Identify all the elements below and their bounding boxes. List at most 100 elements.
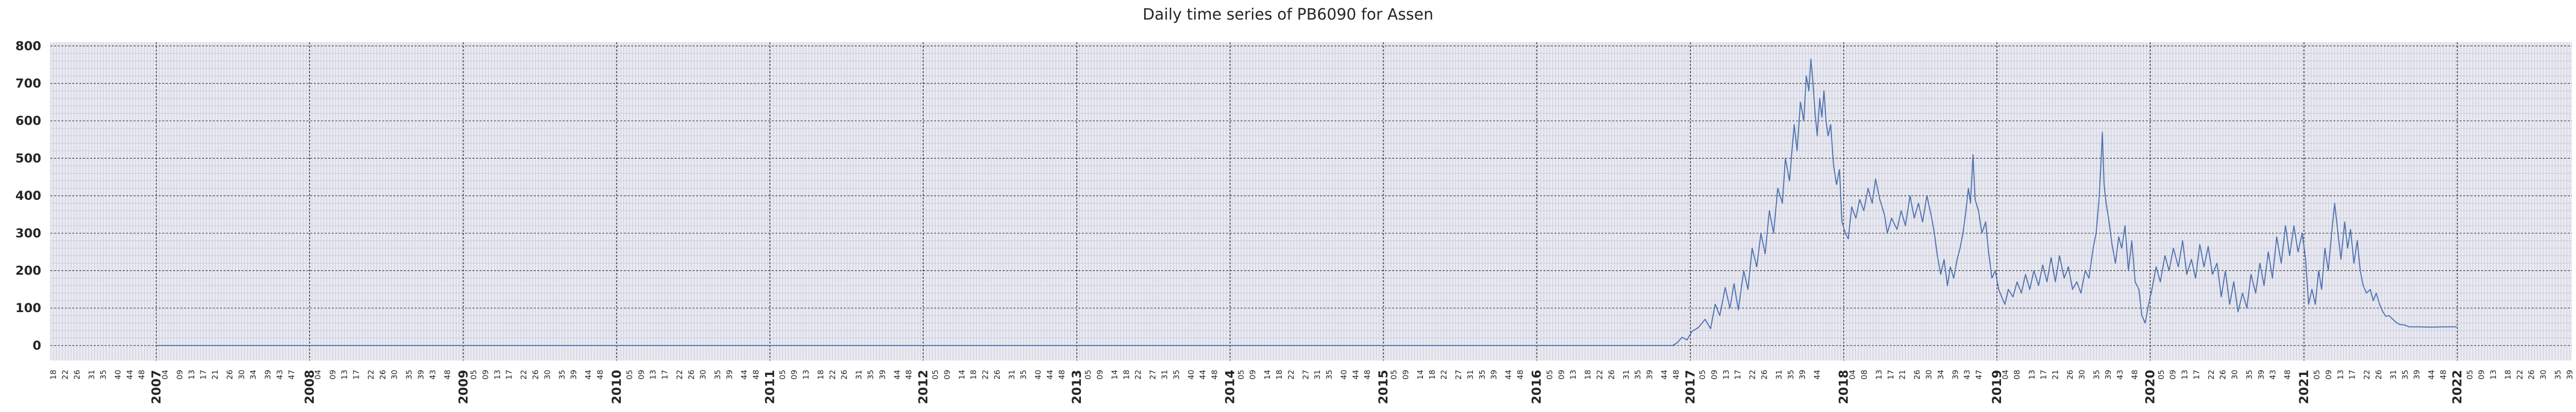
week-tick-label: 40	[1187, 370, 1196, 380]
week-tick-label: 05	[1545, 370, 1554, 380]
week-tick-label: 22	[1286, 370, 1296, 380]
week-tick-label: 05	[1698, 370, 1707, 380]
week-tick-label: 44	[1504, 370, 1513, 380]
week-tick-label: 44	[1351, 370, 1360, 380]
week-tick-label: 31	[1621, 370, 1631, 380]
week-tick-label: 43	[2115, 370, 2125, 380]
week-tick-label: 13	[649, 370, 658, 380]
y-tick-label: 600	[15, 114, 41, 128]
minor-grid	[50, 42, 2572, 360]
week-tick-label: 04	[1848, 370, 1857, 380]
week-tick-label: 44	[892, 370, 902, 380]
week-tick-label: 26	[2065, 370, 2075, 380]
week-tick-label: 48	[1210, 370, 1219, 380]
week-tick-label: 35	[1633, 370, 1642, 380]
week-tick-label: 18	[1275, 370, 1284, 380]
week-tick-label: 09	[1401, 370, 1410, 380]
week-tick-label: 13	[493, 370, 502, 380]
week-tick-label: 31	[2389, 370, 2398, 380]
week-tick-label: 22	[1439, 370, 1449, 380]
year-tick-label: 2015	[1376, 370, 1391, 404]
week-tick-label: 05	[2157, 370, 2166, 380]
week-tick-label: 44	[2427, 370, 2436, 380]
y-tick-label: 400	[15, 188, 41, 203]
week-tick-label: 31	[87, 370, 96, 380]
y-tick-label: 100	[15, 301, 41, 315]
week-tick-label: 48	[2283, 370, 2292, 380]
week-tick-label: 22	[366, 370, 376, 380]
year-tick-label: 2014	[1223, 370, 1238, 404]
week-tick-label: 05	[1083, 370, 1093, 380]
y-axis: 0 100 200 300 400 500 600 700 800	[15, 39, 41, 353]
week-tick-label: 26	[225, 370, 234, 380]
year-tick-label: 2007	[149, 370, 163, 404]
week-tick-label: 17	[1886, 370, 1895, 380]
series-layer	[156, 58, 2457, 346]
year-tick-label: 2021	[2297, 370, 2311, 404]
week-tick-label: 04	[313, 370, 323, 380]
week-tick-label: 26	[687, 370, 696, 380]
week-tick-label: 22	[61, 370, 70, 380]
week-tick-label: 27	[1301, 370, 1310, 380]
week-tick-label: 09	[175, 370, 184, 380]
week-tick-label: 35	[404, 370, 414, 380]
week-tick-label: 40	[1033, 370, 1043, 380]
week-tick-label: 22	[828, 370, 837, 380]
week-tick-label: 39	[1951, 370, 1960, 380]
week-tick-label: 13	[2027, 370, 2037, 380]
week-tick-label: 40	[1340, 370, 1349, 380]
week-tick-label: 39	[2565, 370, 2574, 380]
week-tick-label: 39	[725, 370, 734, 380]
week-tick-label: 18	[969, 370, 978, 380]
week-tick-label: 09	[1248, 370, 1258, 380]
week-tick-label: 09	[637, 370, 646, 380]
week-tick-label: 13	[1721, 370, 1731, 380]
week-tick-label: 44	[584, 370, 593, 380]
y-tick-label: 500	[15, 151, 41, 165]
week-tick-label: 09	[328, 370, 337, 380]
week-tick-label: 39	[1645, 370, 1654, 380]
week-tick-label: 17	[351, 370, 361, 380]
week-tick-label: 39	[2257, 370, 2266, 380]
week-tick-label: 48	[904, 370, 913, 380]
week-tick-label: 39	[1489, 370, 1499, 380]
week-tick-label: 27	[1148, 370, 1158, 380]
week-tick-label: 31	[1160, 370, 1170, 380]
year-tick-label: 2022	[2450, 370, 2464, 404]
week-tick-label: 27	[1454, 370, 1463, 380]
week-tick-label: 35	[1786, 370, 1795, 380]
week-tick-label: 22	[1595, 370, 1604, 380]
week-tick-label: 48	[2130, 370, 2139, 380]
week-tick-label: 13	[2180, 370, 2189, 380]
week-tick-label: 35	[866, 370, 875, 380]
year-tick-label: 2010	[609, 370, 624, 404]
week-tick-label: 26	[1607, 370, 1616, 380]
week-tick-label: 22	[980, 370, 990, 380]
week-tick-label: 31	[1774, 370, 1784, 380]
week-tick-label: 26	[1760, 370, 1769, 380]
week-tick-label: 22	[675, 370, 684, 380]
week-tick-label: 22	[1748, 370, 1757, 380]
week-tick-label: 05	[469, 370, 479, 380]
week-tick-label: 30	[390, 370, 399, 380]
week-tick-label: 14	[1110, 370, 1120, 380]
week-tick-label: 22	[2207, 370, 2216, 380]
week-tick-label: 22	[2362, 370, 2371, 380]
week-tick-label: 17	[1733, 370, 1742, 380]
week-tick-label: 31	[1466, 370, 1475, 380]
week-tick-label: 35	[557, 370, 567, 380]
week-tick-label: 13	[187, 370, 196, 380]
week-tick-label: 09	[2168, 370, 2178, 380]
week-tick-label: 14	[957, 370, 967, 380]
week-tick-label: 08	[2012, 370, 2022, 380]
week-tick-label: 48	[751, 370, 760, 380]
week-tick-label: 05	[930, 370, 940, 380]
week-tick-label: 35	[2092, 370, 2101, 380]
week-tick-label: 35	[1172, 370, 1181, 380]
week-tick-label: 47	[1974, 370, 1984, 380]
week-tick-label: 17	[199, 370, 208, 380]
week-tick-label: 05	[625, 370, 634, 380]
week-tick-label: 09	[942, 370, 952, 380]
